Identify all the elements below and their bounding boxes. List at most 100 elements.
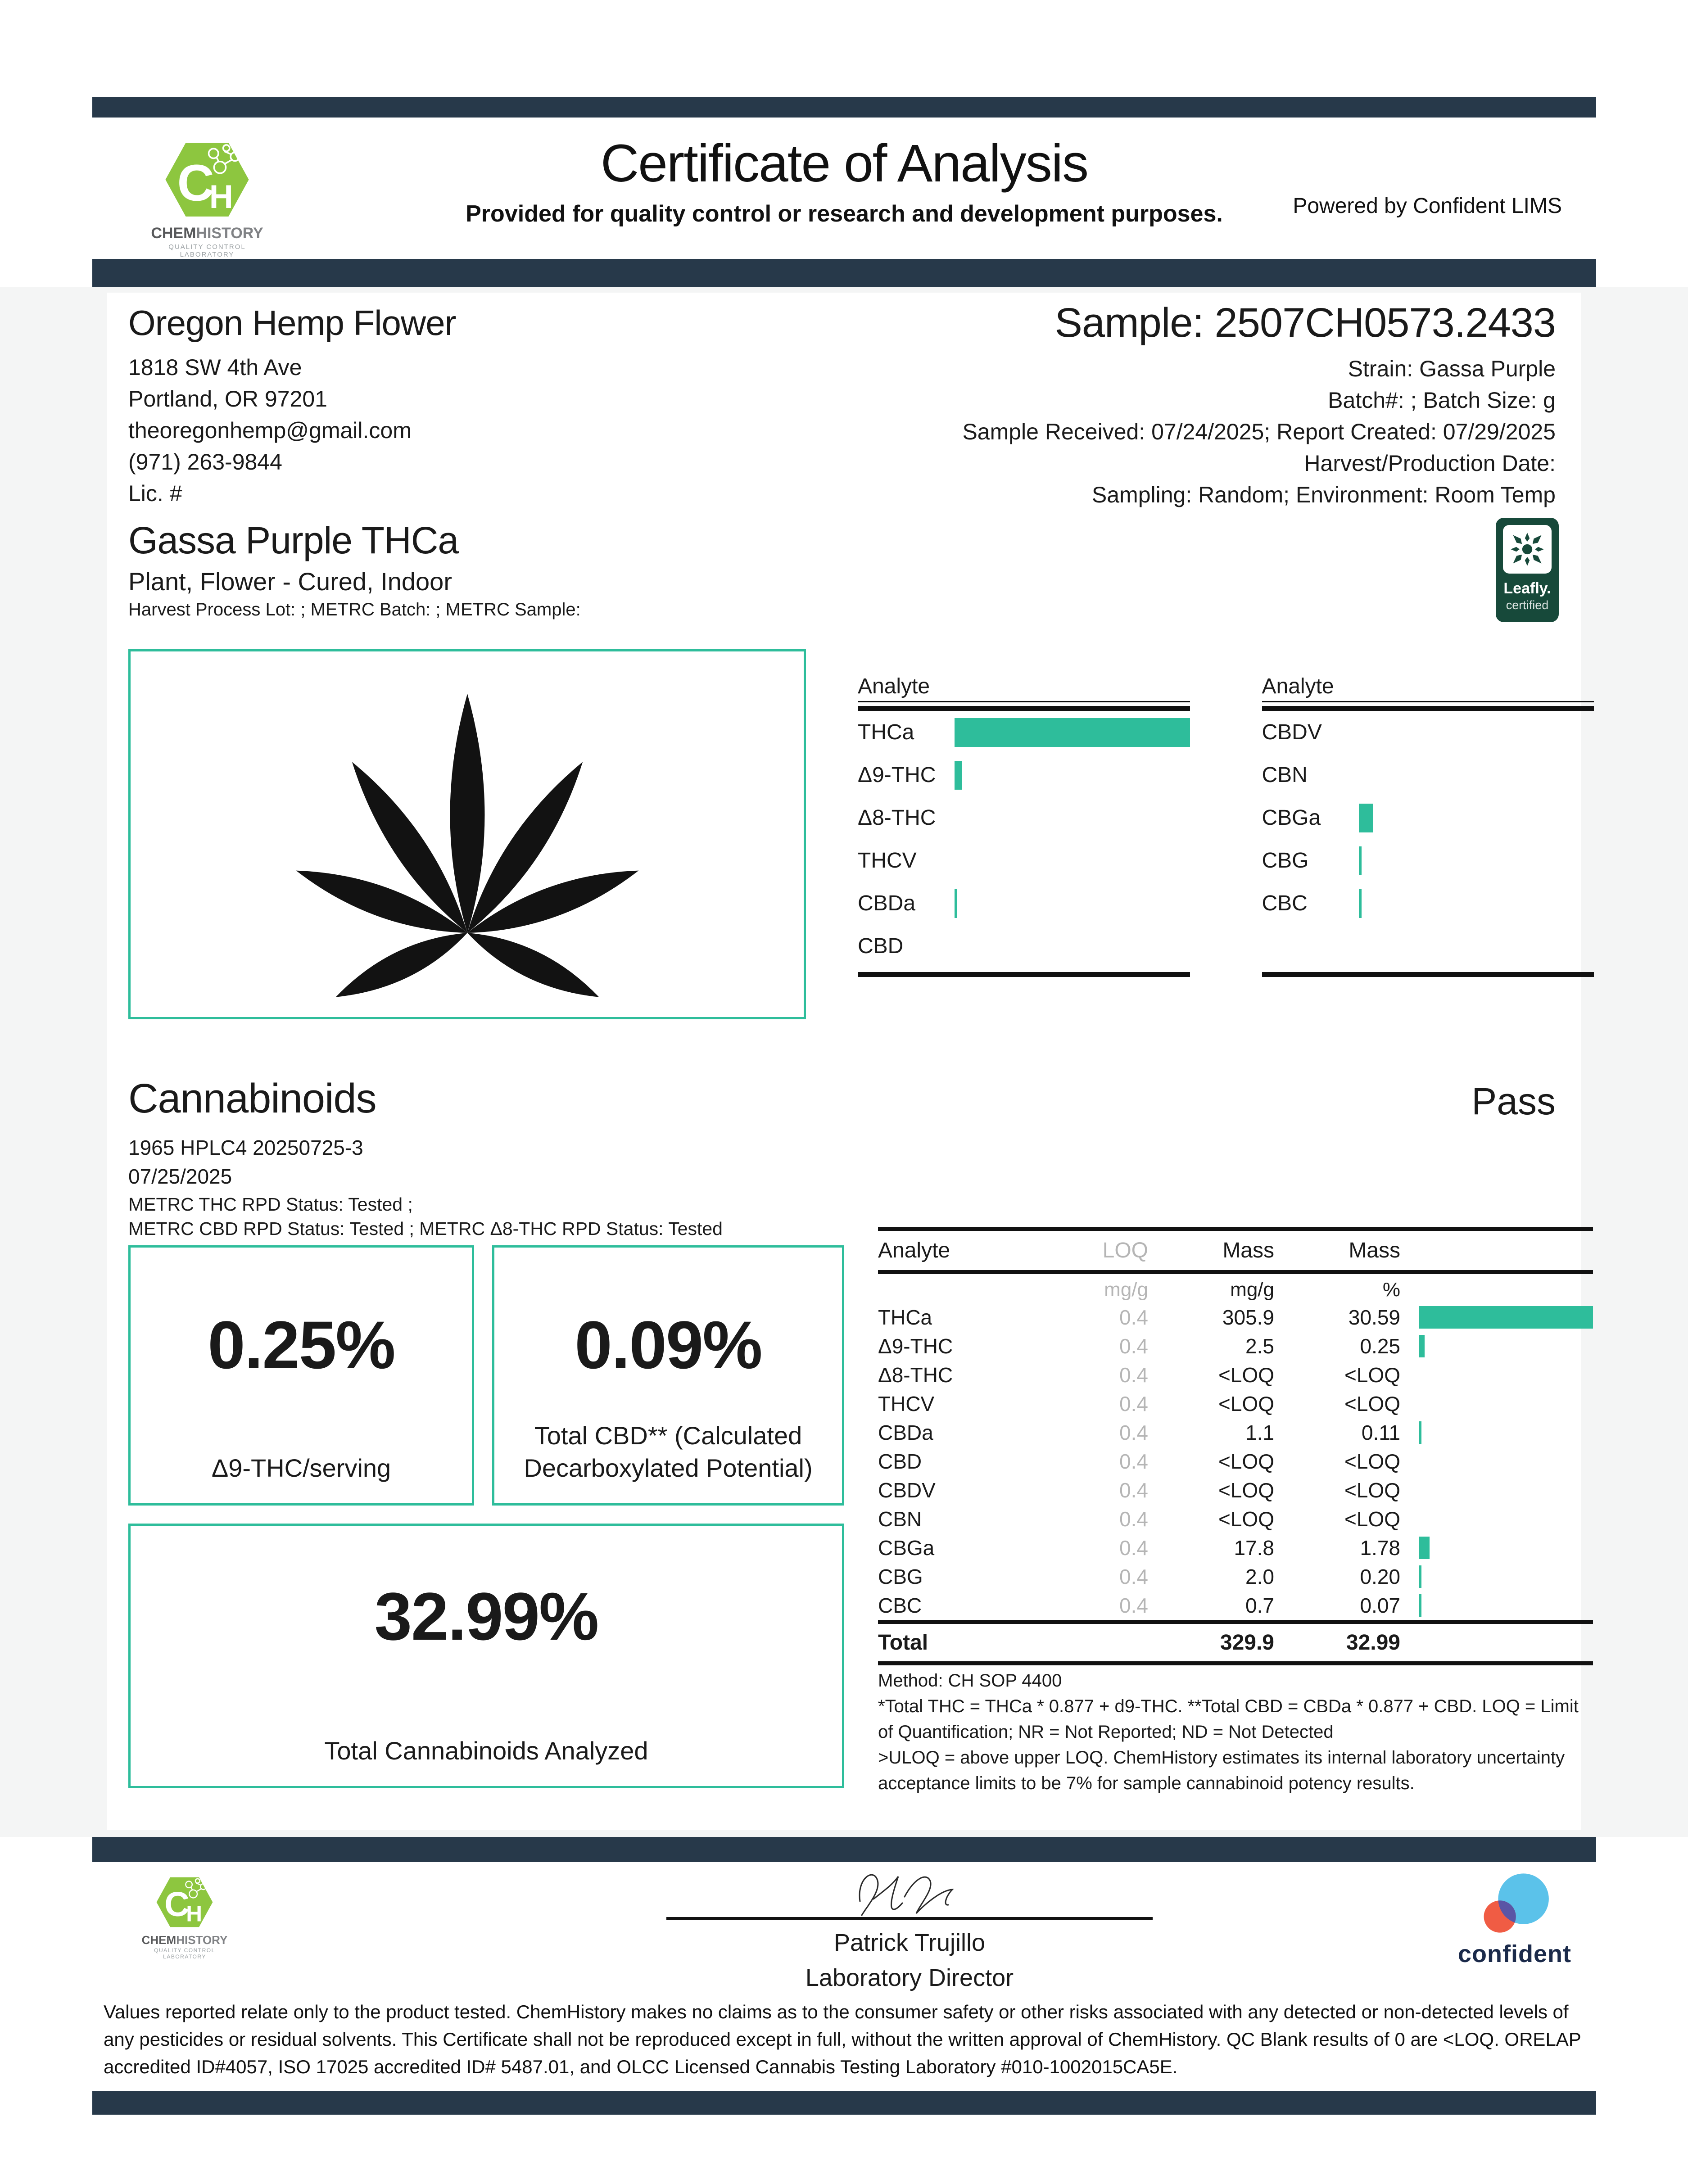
table-header-row: Analyte LOQ Mass Mass: [878, 1227, 1593, 1274]
analyte-bar: [1419, 1565, 1422, 1588]
sample-id: Sample: 2507CH0573.2433: [1054, 300, 1556, 346]
confident-wordmark: confident: [1458, 1940, 1571, 1967]
overview-row: CBC: [1262, 882, 1594, 925]
sample-strain: Strain: Gassa Purple: [1348, 356, 1556, 381]
stat-value: 32.99%: [374, 1578, 599, 1654]
svg-text:C: C: [164, 1885, 189, 1924]
table-row: THCa 0.4 305.9 30.59: [878, 1303, 1593, 1332]
brand-tagline: QUALITY CONTROL LABORATORY: [168, 243, 246, 258]
stat-value: 0.09%: [575, 1307, 762, 1383]
status-pass: Pass: [1471, 1080, 1556, 1122]
sample-harvest-date: Harvest/Production Date:: [1304, 451, 1556, 476]
overview-row: Δ8-THC: [858, 806, 936, 830]
overview-row: CBDa: [858, 882, 1190, 925]
sample-info: Sample: 2507CH0573.2433 Strain: Gassa Pu…: [962, 299, 1556, 511]
method-line3: >ULOQ = above upper LOQ. ChemHistory est…: [878, 1748, 1565, 1793]
analyte-bar: [1419, 1421, 1421, 1444]
analyte-overview-chart: Analyte THCa Δ9-THC Δ8-THC THCV CBDa CBD…: [858, 674, 1594, 977]
sample-received: Sample Received: 07/24/2025; Report Crea…: [962, 419, 1556, 444]
overview-row: CBG: [1262, 839, 1594, 882]
client-address1: 1818 SW 4th Ave: [128, 355, 302, 380]
sample-sampling: Sampling: Random; Environment: Room Temp: [1091, 482, 1556, 507]
table-row: CBDa 0.4 1.1 0.11: [878, 1418, 1593, 1447]
table-row: CBC 0.4 0.7 0.07: [878, 1591, 1593, 1620]
page-subtitle: Provided for quality control or research…: [466, 201, 1223, 227]
analyte-bar: [1419, 1594, 1421, 1617]
product-name: Gassa Purple THCa: [128, 519, 459, 561]
table-row: CBG 0.4 2.0 0.20: [878, 1562, 1593, 1591]
top-rule-bar: [92, 97, 1596, 118]
analyte-bar: [955, 760, 962, 790]
section-title-cannabinoids: Cannabinoids: [128, 1076, 377, 1121]
signatory-role: Laboratory Director: [805, 1964, 1014, 1991]
svg-text:H: H: [209, 178, 233, 215]
method-line1: Method: CH SOP 4400: [878, 1671, 1062, 1691]
table-row: Δ8-THC 0.4 <LOQ <LOQ: [878, 1363, 1400, 1387]
cannabinoid-results-table: Analyte LOQ Mass Mass mg/g mg/g % THCa 0.…: [878, 1227, 1593, 1665]
analyte-bar: [1419, 1335, 1425, 1357]
table-row: CBN 0.4 <LOQ <LOQ: [878, 1507, 1400, 1531]
client-email: theoregonhemp@gmail.com: [128, 418, 412, 443]
bottom-rule-bar: [92, 2091, 1596, 2115]
brand-wordmark: CHEMHISTORY: [149, 225, 266, 242]
signature-block: Patrick Trujillo Laboratory Director: [653, 1863, 1166, 1992]
table-units-row: mg/g mg/g %: [1104, 1279, 1400, 1301]
table-row: CBD 0.4 <LOQ <LOQ: [878, 1450, 1400, 1473]
brand-wordmark: CHEMHISTORY: [141, 1933, 228, 1947]
overview-row: CBGa: [1262, 796, 1594, 839]
analyte-column-2-header: Analyte: [1262, 674, 1594, 711]
metrc-status-line2: METRC CBD RPD Status: Tested ; METRC Δ8-…: [128, 1218, 723, 1239]
analyte-bar: [955, 718, 1190, 747]
stat-value: 0.25%: [208, 1307, 395, 1383]
ch-hexagon-icon: C H: [156, 1877, 213, 1927]
product-type: Plant, Flower - Cured, Indoor: [128, 567, 452, 596]
stat-box-total-cbd: 0.09% Total CBD** (Calculated Decarboxyl…: [492, 1245, 844, 1506]
brand-chem: CHEM: [151, 225, 196, 242]
overview-row: CBD: [858, 934, 904, 958]
signature-icon: [859, 1874, 954, 1916]
analyte-column-1: Analyte THCa Δ9-THC Δ8-THC THCV CBDa CBD: [858, 674, 1190, 977]
leafly-star-icon: [1503, 525, 1552, 574]
stat-box-total-cannabinoids: 32.99% Total Cannabinoids Analyzed: [128, 1524, 844, 1788]
client-license: Lic. #: [128, 481, 182, 506]
ch-hexagon-icon: C H: [165, 143, 249, 217]
client-name: Oregon Hemp Flower: [128, 303, 457, 343]
overview-row: CBDV: [1262, 720, 1322, 744]
header-rule-bar: [92, 259, 1596, 287]
stat-label: Total Cannabinoids Analyzed: [324, 1736, 648, 1765]
product-lot: Harvest Process Lot: ; METRC Batch: ; ME…: [128, 600, 581, 619]
analyte-bar: [1358, 889, 1362, 918]
footer-rule-bar: [92, 1837, 1596, 1862]
analyte-bar: [1358, 846, 1362, 875]
svg-text:C: C: [177, 154, 214, 212]
cannabis-leaf-icon: [296, 694, 638, 997]
table-row: CBGa 0.4 17.8 1.78: [878, 1533, 1593, 1562]
analyte-column-2: Analyte CBDV CBN CBGa CBG CBC: [1262, 674, 1594, 977]
chemhistory-footer-logo: C H CHEMHISTORY QUALITY CONTROL LABORATO…: [135, 1875, 234, 1960]
run-id: 1965 HPLC4 20250725-3: [128, 1136, 363, 1159]
brand-tagline: QUALITY CONTROL LABORATORY: [154, 1947, 215, 1960]
legal-disclaimer: Values reported relate only to the produ…: [104, 2001, 1581, 2077]
method-line2: *Total THC = THCa * 0.877 + d9-THC. **To…: [878, 1696, 1579, 1742]
leafly-wordmark: Leafly.: [1503, 580, 1551, 597]
analyte-bar: [1358, 803, 1373, 832]
analyte-bar: [1419, 1537, 1430, 1559]
table-row: THCV 0.4 <LOQ <LOQ: [878, 1392, 1400, 1415]
signatory-name: Patrick Trujillo: [833, 1929, 986, 1956]
analyte-bar: [955, 889, 957, 918]
svg-text:H: H: [186, 1901, 202, 1926]
analysis-date: 07/25/2025: [128, 1165, 232, 1188]
confident-lims-logo: confident: [1458, 1869, 1571, 1968]
product-info: Gassa Purple THCa Plant, Flower - Cured,…: [128, 519, 581, 620]
confident-circles-icon: [1484, 1873, 1549, 1933]
header-title-block: Certificate of Analysis Provided for qua…: [126, 133, 1562, 227]
table-row: Δ9-THC 0.4 2.5 0.25: [878, 1332, 1593, 1361]
table-row: CBDV 0.4 <LOQ <LOQ: [878, 1479, 1400, 1502]
brand-history: HISTORY: [196, 225, 263, 242]
powered-by-label: Powered by Confident LIMS: [1293, 194, 1562, 218]
sample-image-box: [128, 649, 806, 1019]
stat-label: Δ9-THC/serving: [211, 1454, 391, 1482]
overview-row: THCa: [858, 711, 1190, 754]
client-info: Oregon Hemp Flower 1818 SW 4th Ave Portl…: [128, 303, 457, 509]
overview-row: Δ9-THC: [858, 754, 1190, 796]
